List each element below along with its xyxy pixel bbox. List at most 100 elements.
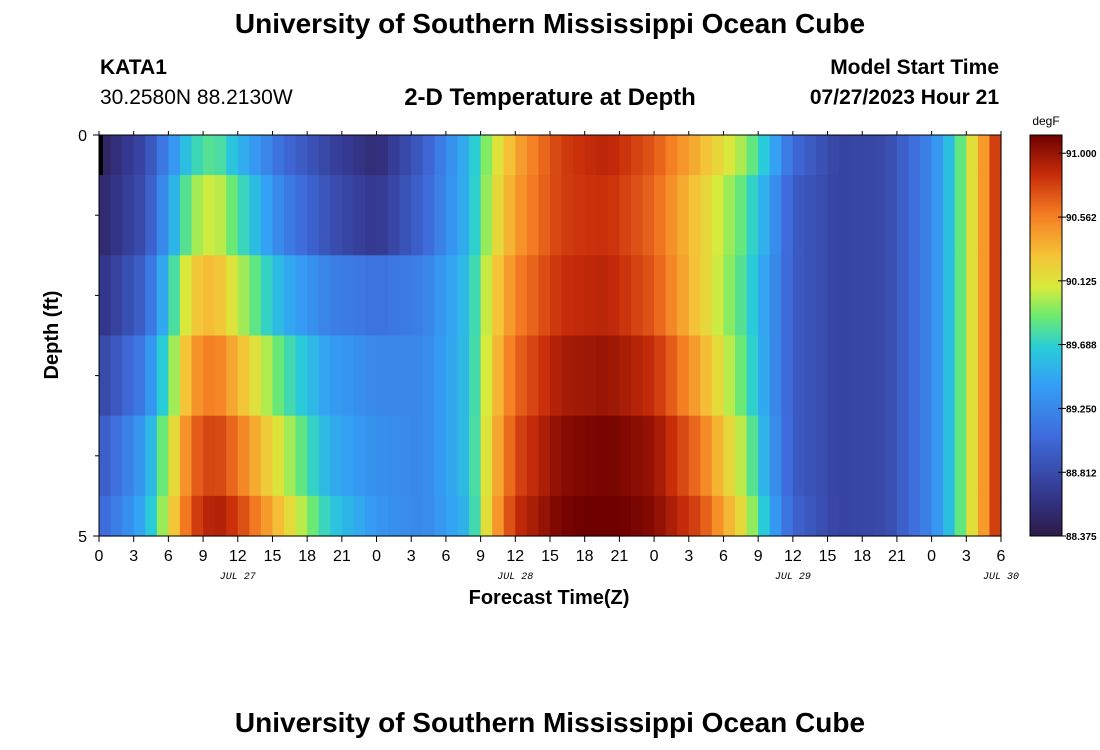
x-tick-label: 21 [610, 548, 628, 565]
heatmap-cell [815, 175, 829, 256]
heatmap-cell [561, 135, 574, 176]
heatmap-cell [145, 415, 158, 497]
station-id: KATA1 [100, 56, 167, 79]
heatmap-cell [573, 135, 586, 176]
heatmap-cell [920, 495, 933, 537]
heatmap-cell [526, 135, 540, 176]
heatmap-cell [943, 495, 956, 537]
heatmap-cell [931, 415, 944, 497]
heatmap-cell [642, 415, 655, 497]
heatmap-cell [862, 415, 875, 497]
heatmap-cell [284, 335, 297, 417]
heatmap-cell [596, 495, 609, 537]
heatmap-cell [781, 335, 794, 417]
heatmap-cell [492, 135, 505, 176]
heatmap-cell [445, 335, 459, 417]
heatmap-cell [815, 335, 829, 417]
heatmap-cell [873, 335, 886, 417]
y-axis: 05 [78, 128, 99, 546]
heatmap-cell [272, 415, 285, 497]
day-label: JUL 28 [497, 572, 533, 583]
heatmap-cell [989, 175, 1002, 256]
colorbar-tick-label: 91.000 [1066, 149, 1097, 160]
heatmap-cell [260, 415, 274, 497]
heatmap-cell [619, 495, 632, 537]
heatmap-cell [943, 255, 956, 337]
heatmap-cell [341, 135, 355, 176]
heatmap-cell [827, 255, 840, 337]
heatmap-cell [943, 175, 956, 256]
heatmap-cell [920, 135, 933, 176]
heatmap-cell [480, 495, 493, 537]
heatmap-cell [723, 135, 736, 176]
heatmap-cell [769, 415, 782, 497]
heatmap-cell [492, 175, 505, 256]
heatmap-cell [977, 135, 991, 176]
heatmap-cell [885, 495, 898, 537]
heatmap-cell [966, 495, 979, 537]
model-start-label: Model Start Time [830, 56, 999, 79]
heatmap-cell [445, 135, 459, 176]
heatmap-cell [677, 495, 690, 537]
heatmap-cell [746, 135, 759, 176]
heatmap-cell [284, 495, 297, 537]
heatmap-cell [156, 255, 169, 337]
heatmap-cell [249, 255, 262, 337]
heatmap-cell [781, 135, 794, 176]
heatmap-cell [758, 255, 771, 337]
heatmap-cell [711, 335, 725, 417]
heatmap-cell [422, 255, 435, 337]
heatmap-cell [284, 415, 297, 497]
heatmap-cell [399, 495, 412, 537]
heatmap-cell [110, 135, 123, 176]
colorbar-tick-label: 90.125 [1066, 277, 1097, 288]
heatmap-cell [307, 495, 320, 537]
heatmap-cell [827, 415, 840, 497]
heatmap-cell [792, 495, 806, 537]
x-tick-label: 12 [506, 548, 524, 565]
heatmap-cell [723, 495, 736, 537]
x-tick-label: 12 [784, 548, 802, 565]
heatmap-cell [156, 495, 169, 537]
heatmap-cell [538, 255, 551, 337]
y-tick-label: 0 [78, 128, 87, 145]
heatmap-cell [630, 415, 644, 497]
heatmap-cell [469, 175, 482, 256]
heatmap-cell [538, 495, 551, 537]
heatmap-cell [561, 255, 574, 337]
heatmap-cell [989, 415, 1002, 497]
heatmap-cell [943, 135, 956, 176]
heatmap-cell [827, 135, 840, 176]
colorbar-tick-label: 90.562 [1066, 213, 1097, 224]
heatmap-cell [503, 495, 516, 537]
heatmap-cell [226, 135, 239, 176]
heatmap-cell [735, 415, 748, 497]
heatmap-cell [226, 175, 239, 256]
heatmap-cell [457, 135, 470, 176]
heatmap-cell [388, 495, 401, 537]
heatmap-cell [954, 415, 967, 497]
heatmap-cell [341, 415, 355, 497]
heatmap-cell [677, 335, 690, 417]
heatmap-cell [711, 255, 725, 337]
heatmap-cell [850, 135, 863, 176]
y-tick-label: 5 [78, 529, 87, 546]
heatmap-cell [654, 415, 667, 497]
heatmap-cells [99, 135, 1002, 537]
heatmap-cell [469, 335, 482, 417]
heatmap-cell [191, 335, 204, 417]
heatmap-cell [977, 335, 991, 417]
heatmap-cell [804, 335, 817, 417]
heatmap-cell [966, 335, 979, 417]
heatmap-cell [711, 135, 725, 176]
heatmap-cell [827, 175, 840, 256]
heatmap-cell [318, 135, 331, 176]
heatmap-cell [711, 495, 725, 537]
heatmap-cell [920, 335, 933, 417]
heatmap-cell [388, 415, 401, 497]
heatmap-cell [445, 415, 459, 497]
heatmap-cell [503, 335, 516, 417]
x-tick-label: 3 [962, 548, 971, 565]
heatmap-cell [411, 335, 424, 417]
heatmap-cell [110, 175, 123, 256]
